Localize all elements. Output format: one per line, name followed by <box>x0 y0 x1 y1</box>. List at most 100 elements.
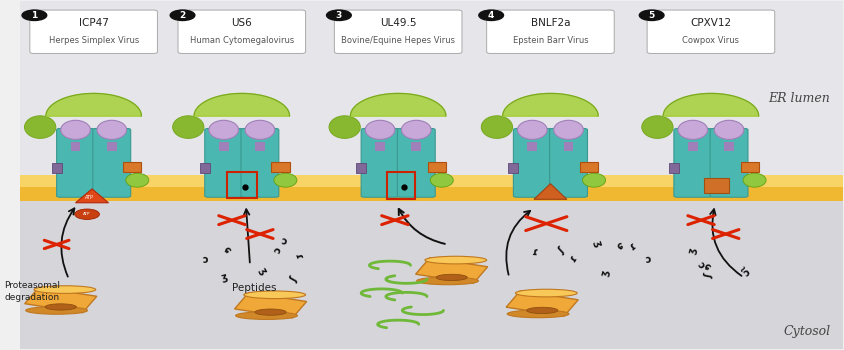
FancyBboxPatch shape <box>30 10 158 54</box>
Bar <box>580 162 598 172</box>
Ellipse shape <box>244 291 306 299</box>
Text: ʒ: ʒ <box>600 269 611 277</box>
Text: Peptides: Peptides <box>232 283 276 293</box>
Ellipse shape <box>329 116 360 138</box>
Circle shape <box>170 10 195 21</box>
Ellipse shape <box>425 256 487 264</box>
Text: Bovine/Equine Hepes Virus: Bovine/Equine Hepes Virus <box>341 36 455 45</box>
Bar <box>19 175 842 201</box>
Ellipse shape <box>678 120 707 139</box>
Polygon shape <box>503 93 598 116</box>
Ellipse shape <box>45 304 76 310</box>
Text: ʃ: ʃ <box>556 246 566 256</box>
Text: ICP47: ICP47 <box>78 18 109 28</box>
Bar <box>705 177 729 193</box>
Bar <box>411 142 421 151</box>
Bar <box>724 142 734 151</box>
Text: ʃ: ʃ <box>704 273 714 279</box>
Text: Proteasomal
degradation: Proteasomal degradation <box>4 281 60 302</box>
Ellipse shape <box>61 120 90 139</box>
Ellipse shape <box>365 120 395 139</box>
Bar <box>123 162 142 172</box>
Ellipse shape <box>208 120 239 139</box>
Bar <box>19 201 842 349</box>
Text: ɔ: ɔ <box>742 267 752 279</box>
Polygon shape <box>24 287 97 313</box>
Text: ATP: ATP <box>85 195 94 200</box>
FancyBboxPatch shape <box>549 128 587 197</box>
FancyBboxPatch shape <box>361 128 399 197</box>
Text: BNLF2a: BNLF2a <box>531 18 571 28</box>
Bar <box>375 142 385 151</box>
Polygon shape <box>506 291 578 316</box>
Text: ɾ: ɾ <box>568 254 579 265</box>
Bar <box>219 142 229 151</box>
Text: 2: 2 <box>180 11 186 20</box>
Ellipse shape <box>126 173 149 187</box>
Text: Human Cytomegalovirus: Human Cytomegalovirus <box>190 36 294 45</box>
Polygon shape <box>46 93 142 116</box>
FancyBboxPatch shape <box>398 128 436 197</box>
Bar <box>272 162 289 172</box>
Polygon shape <box>415 258 488 283</box>
Ellipse shape <box>481 116 512 138</box>
Circle shape <box>327 10 351 21</box>
FancyBboxPatch shape <box>674 128 711 197</box>
Text: ɾ: ɾ <box>531 247 538 257</box>
Text: ɕ: ɕ <box>222 244 233 254</box>
Bar <box>508 163 518 173</box>
Bar <box>356 163 366 173</box>
FancyBboxPatch shape <box>178 10 306 54</box>
Ellipse shape <box>97 120 127 139</box>
Bar <box>740 162 759 172</box>
Circle shape <box>639 10 664 21</box>
Bar <box>227 173 257 198</box>
Text: ɕ: ɕ <box>615 240 625 251</box>
Text: US6: US6 <box>231 18 252 28</box>
Ellipse shape <box>34 286 95 293</box>
Bar <box>255 142 265 151</box>
Text: ʒ: ʒ <box>257 266 268 277</box>
Text: ATP: ATP <box>84 212 91 216</box>
Text: ɾ: ɾ <box>293 251 304 260</box>
Text: UL49.5: UL49.5 <box>380 18 416 28</box>
Bar <box>71 142 80 151</box>
Ellipse shape <box>714 120 744 139</box>
Text: CPXV12: CPXV12 <box>690 18 732 28</box>
Ellipse shape <box>173 116 204 138</box>
Bar <box>528 142 538 151</box>
Ellipse shape <box>554 120 583 139</box>
FancyBboxPatch shape <box>205 128 242 197</box>
Ellipse shape <box>436 274 468 281</box>
Polygon shape <box>235 293 306 318</box>
Text: 3: 3 <box>336 11 342 20</box>
Text: ʒ: ʒ <box>687 246 698 255</box>
Text: ʒ: ʒ <box>220 272 229 283</box>
Ellipse shape <box>255 309 286 315</box>
Ellipse shape <box>507 310 569 318</box>
Text: ɔ: ɔ <box>645 255 652 265</box>
Text: ɔ: ɔ <box>272 245 284 254</box>
Ellipse shape <box>24 116 56 138</box>
Bar <box>669 163 679 173</box>
Ellipse shape <box>517 120 547 139</box>
Bar <box>428 162 446 172</box>
Bar <box>19 1 842 175</box>
Text: 5: 5 <box>648 11 655 20</box>
Polygon shape <box>663 93 759 116</box>
Ellipse shape <box>641 116 673 138</box>
Polygon shape <box>76 189 109 203</box>
Ellipse shape <box>26 307 88 314</box>
Polygon shape <box>534 184 567 199</box>
Text: ɔ: ɔ <box>280 236 288 247</box>
Ellipse shape <box>527 307 558 314</box>
Text: ~: ~ <box>738 262 750 274</box>
Text: ɾ: ɾ <box>627 241 638 253</box>
Circle shape <box>22 10 46 21</box>
FancyBboxPatch shape <box>334 10 462 54</box>
Bar <box>200 163 209 173</box>
Text: ʒ: ʒ <box>592 239 603 248</box>
Polygon shape <box>194 93 289 116</box>
Bar <box>51 163 62 173</box>
Ellipse shape <box>582 173 606 187</box>
